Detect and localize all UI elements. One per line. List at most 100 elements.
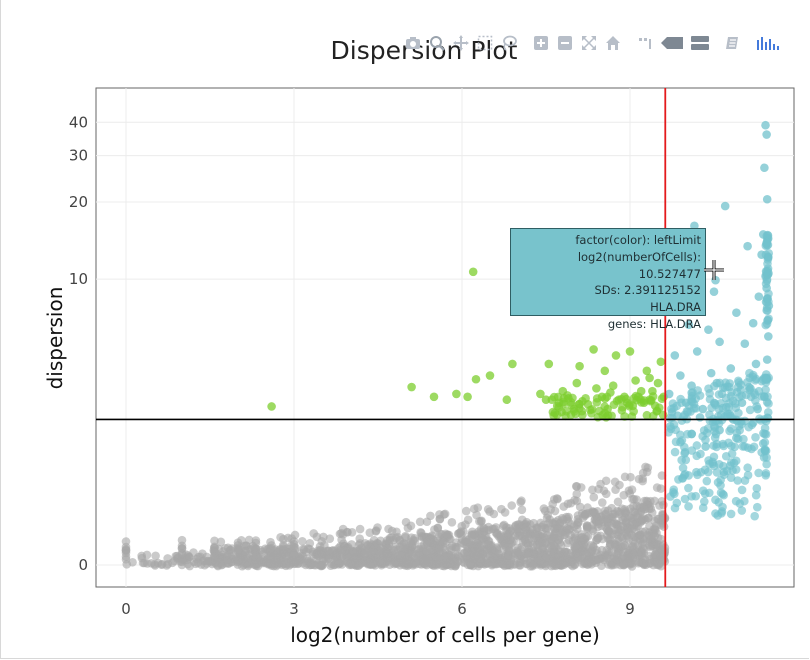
gray-point	[462, 537, 472, 547]
gray-point	[266, 559, 275, 569]
teal-point	[704, 488, 714, 498]
teal-point	[758, 230, 768, 239]
lasso-icon[interactable]	[500, 34, 518, 52]
gray-point	[483, 540, 493, 549]
gray-point	[627, 485, 637, 494]
gray-point	[302, 559, 312, 568]
green-point	[485, 371, 495, 380]
teal-point	[711, 416, 721, 425]
gray-point	[416, 528, 425, 537]
green-point	[625, 347, 635, 356]
teal-point	[701, 435, 710, 445]
gray-point	[121, 537, 131, 546]
teal-point	[691, 403, 701, 413]
green-point	[407, 382, 416, 392]
teal-point	[739, 434, 748, 444]
green-point	[603, 404, 612, 414]
green-point	[578, 396, 587, 406]
gray-point	[137, 553, 147, 563]
y-tick-label: 20	[69, 193, 88, 211]
teal-point	[666, 422, 675, 431]
closest-hover-icon[interactable]	[660, 34, 684, 52]
teal-point	[730, 442, 740, 452]
teal-point	[751, 396, 760, 405]
gray-point	[588, 485, 597, 495]
gray-point	[543, 510, 553, 520]
teal-point	[731, 496, 741, 506]
zoom-out-icon[interactable]	[556, 34, 574, 52]
teal-point	[764, 399, 773, 408]
gray-point	[611, 485, 620, 495]
gray-point	[447, 518, 457, 527]
gray-point	[599, 486, 609, 496]
teal-point	[755, 414, 764, 423]
teal-point	[743, 463, 752, 473]
teal-point	[761, 468, 771, 478]
zoom-icon[interactable]	[428, 34, 446, 52]
teal-point	[723, 409, 733, 419]
zoom-in-icon[interactable]	[532, 34, 550, 52]
green-point	[617, 405, 627, 415]
teal-point	[676, 437, 685, 447]
gray-point	[649, 560, 658, 570]
gray-point	[435, 554, 445, 564]
gray-point	[339, 539, 348, 548]
gray-point	[210, 548, 220, 557]
gray-point	[491, 548, 500, 558]
autoscale-icon[interactable]	[580, 34, 598, 52]
gray-point	[251, 552, 261, 561]
gray-point	[337, 528, 346, 538]
teal-point	[687, 492, 696, 501]
green-point	[600, 366, 610, 376]
gray-point	[620, 472, 630, 482]
gray-point	[450, 558, 459, 567]
gray-point	[287, 541, 296, 550]
chart-bars-icon[interactable]	[756, 34, 782, 52]
teal-point	[740, 339, 750, 349]
gray-point	[391, 542, 400, 551]
green-point	[653, 378, 663, 388]
gray-point	[583, 503, 592, 512]
teal-point	[709, 287, 719, 296]
green-point	[552, 410, 562, 420]
spike-lines-icon[interactable]	[636, 34, 654, 52]
gray-point	[580, 509, 590, 519]
teal-point	[712, 378, 722, 388]
pan-icon[interactable]	[452, 34, 470, 52]
home-icon[interactable]	[604, 34, 622, 52]
gray-point	[511, 521, 521, 530]
gray-point	[414, 550, 424, 560]
gray-point	[339, 546, 349, 556]
compare-hover-icon[interactable]	[690, 34, 710, 52]
modebar	[404, 34, 788, 52]
teal-point	[722, 466, 732, 476]
green-point	[572, 378, 582, 388]
green-point	[558, 386, 568, 396]
gray-point	[387, 526, 397, 536]
green-point	[592, 384, 601, 393]
plotly-icon[interactable]	[724, 34, 742, 52]
gray-point	[376, 536, 385, 546]
teal-point	[707, 403, 716, 413]
gray-point	[610, 509, 620, 519]
gray-point	[517, 542, 526, 552]
camera-icon[interactable]	[404, 34, 422, 52]
green-point	[508, 359, 517, 369]
box-select-icon[interactable]	[476, 34, 494, 52]
teal-point	[763, 266, 773, 276]
teal-point	[745, 405, 755, 415]
green-point	[578, 410, 587, 420]
gray-point	[657, 496, 667, 506]
teal-point	[678, 463, 688, 473]
teal-point	[677, 455, 686, 465]
gray-point	[333, 556, 343, 566]
y-tick-label: 30	[69, 147, 88, 165]
teal-point	[692, 347, 702, 356]
green-point	[452, 389, 461, 399]
teal-point	[684, 502, 693, 511]
gray-point	[605, 534, 615, 544]
gray-point	[579, 558, 589, 568]
gray-point	[602, 553, 611, 562]
gray-point	[410, 558, 420, 568]
